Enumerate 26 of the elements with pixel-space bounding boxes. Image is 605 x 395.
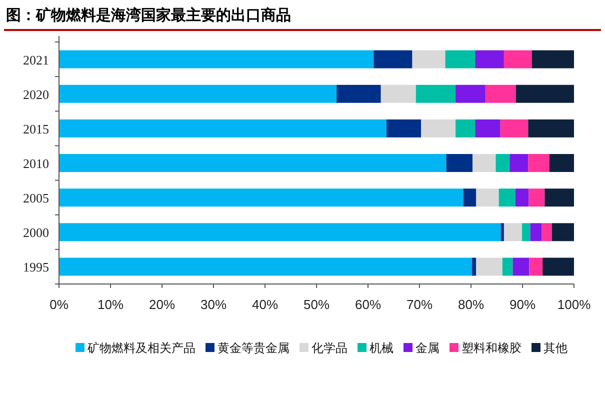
x-tick-label: 60% <box>354 297 382 312</box>
title: 图：矿物燃料是海湾国家最主要的出口商品 <box>6 7 291 24</box>
x-tick-label: 0% <box>50 297 69 312</box>
y-tick-label: 2015 <box>23 121 49 136</box>
x-tick-label: 100% <box>557 297 592 312</box>
legend-label: 其他 <box>544 341 568 355</box>
legend-label: 矿物燃料及相关产品 <box>86 341 196 355</box>
y-tick-label: 2020 <box>23 86 49 102</box>
x-tick-label: 50% <box>303 297 330 312</box>
y-tick-label: 1995 <box>23 260 49 275</box>
legend-label: 机械 <box>370 341 394 355</box>
x-tick-label: 90% <box>509 297 536 312</box>
legend-label: 塑料和橡胶 <box>462 341 522 355</box>
y-tick-label: 2010 <box>23 156 49 171</box>
y-tick-label: 2021 <box>23 52 49 68</box>
y-tick-label: 2005 <box>23 190 49 206</box>
x-tick-label: 70% <box>406 297 433 312</box>
x-tick-label: 20% <box>148 297 176 312</box>
legend-label: 化学品 <box>312 341 348 355</box>
legend-label: 金属 <box>416 341 440 355</box>
y-tick-label: 2000 <box>23 225 49 240</box>
legend-label: 黄金等贵金属 <box>218 341 290 355</box>
x-tick-label: 40% <box>252 297 278 312</box>
x-tick-label: 10% <box>97 297 124 312</box>
x-tick-label: 30% <box>200 297 227 312</box>
x-tick-label: 80% <box>458 297 484 312</box>
